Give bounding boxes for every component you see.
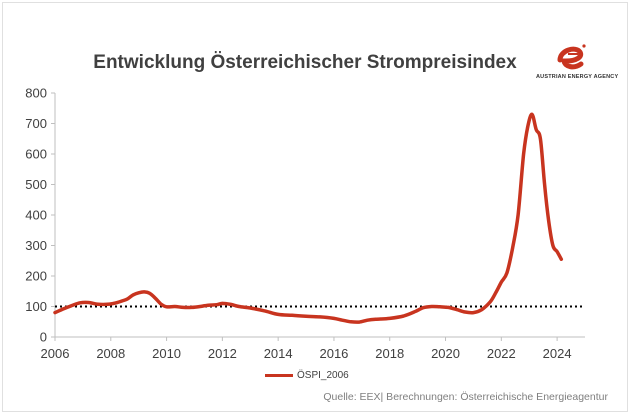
x-tick-label: 2008: [96, 346, 125, 361]
x-tick-label: 2010: [152, 346, 181, 361]
legend-label: ÖSPI_2006: [297, 369, 349, 381]
logo-text: AUSTRIAN ENERGY AGENCY: [536, 74, 619, 80]
y-tick-label: 600: [25, 147, 47, 162]
y-tick-label: 0: [40, 330, 47, 345]
austrian-energy-agency-logo-icon: [557, 44, 586, 70]
chart-axes: [51, 92, 585, 341]
tick-labels: 0 100 200 300 400 500 600 700 800 2006 2008 2010 201…: [25, 86, 571, 362]
y-tick-label: 800: [25, 86, 47, 101]
x-tick-label: 2006: [41, 346, 70, 361]
y-tick-label: 200: [25, 269, 47, 284]
x-tick-label: 2020: [431, 346, 460, 361]
logo: AUSTRIAN ENERGY AGENCY: [536, 42, 619, 90]
y-tick-label: 700: [25, 116, 47, 131]
x-tick-label: 2014: [264, 346, 293, 361]
legend: ÖSPI_2006: [265, 368, 349, 382]
legend-swatch: [265, 373, 293, 377]
y-tick-label: 300: [25, 238, 47, 253]
x-tick-label: 2022: [487, 346, 516, 361]
y-tick-label: 400: [25, 208, 47, 223]
y-tick-label: 500: [25, 177, 47, 192]
series-line-ospi-2006: [53, 112, 564, 324]
x-tick-label: 2016: [319, 346, 348, 361]
x-tick-label: 2012: [208, 346, 237, 361]
chart-title: Entwicklung Österreichischer Strompreisi…: [93, 52, 517, 73]
x-tick-label: 2024: [543, 346, 572, 361]
x-tick-label: 2018: [375, 346, 404, 361]
y-tick-label: 100: [25, 299, 47, 314]
source-note: Quelle: EEX| Berechnungen: Österreichisc…: [323, 391, 608, 403]
